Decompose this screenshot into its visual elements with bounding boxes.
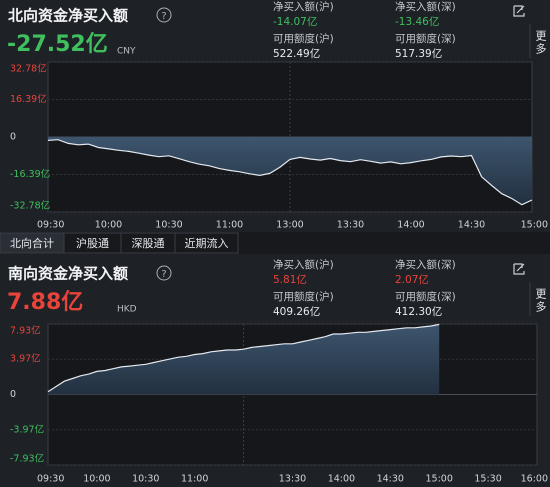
stat-label: 可用额度(深): [395, 32, 456, 45]
y-tick-label: 16.39亿: [10, 93, 47, 105]
stat-value: 409.26亿: [273, 305, 320, 318]
x-tick-label: 13:30: [279, 474, 306, 485]
help-mark: ?: [161, 11, 166, 22]
stat-label: 净买入额(深): [395, 0, 456, 13]
x-tick-label: 14:30: [458, 220, 485, 231]
x-tick-label: 09:30: [37, 220, 64, 231]
panel-title: 北向资金净买入额: [8, 7, 128, 25]
stat-value: -14.07亿: [273, 15, 317, 28]
x-tick-label: 14:30: [377, 474, 404, 485]
tab-label[interactable]: 北向合计: [10, 236, 54, 250]
x-tick-label: 15:30: [474, 474, 501, 485]
stat-label: 可用额度(深): [395, 290, 456, 303]
share-icon[interactable]: [513, 263, 525, 275]
y-tick-label: 7.93亿: [10, 325, 41, 337]
y-tick-label: -3.97亿: [10, 423, 44, 435]
more-button[interactable]: 更多: [534, 30, 547, 56]
tab-label[interactable]: 深股通: [132, 237, 165, 250]
stat-label: 净买入额(深): [395, 258, 456, 271]
y-tick-label: 0: [10, 389, 16, 400]
panel-title: 南向资金净买入额: [8, 265, 128, 283]
stat-label: 可用额度(沪): [273, 290, 334, 303]
share-icon[interactable]: [513, 5, 525, 17]
help-icon[interactable]: [156, 7, 172, 23]
x-tick-label: 15:00: [426, 474, 453, 485]
stat-value: 522.49亿: [273, 47, 320, 60]
y-tick-label: 0: [10, 132, 16, 143]
x-tick-label: 11:00: [181, 474, 208, 485]
x-tick-label: 09:30: [37, 474, 64, 485]
x-tick-label: 15:00: [521, 220, 548, 231]
y-tick-label: -16.39亿: [10, 168, 50, 180]
headline-value: 7.88亿: [7, 290, 83, 315]
x-tick-label: 10:00: [95, 220, 122, 231]
area-fill: [48, 324, 440, 395]
x-tick-label: 13:00: [276, 220, 303, 231]
currency: CNY: [117, 47, 136, 57]
x-tick-label: 16:00: [521, 474, 548, 485]
help-mark: ?: [161, 269, 166, 280]
x-tick-label: 10:30: [155, 220, 182, 231]
currency: HKD: [117, 305, 137, 315]
tab-label[interactable]: 沪股通: [76, 236, 109, 250]
x-tick-label: 10:00: [83, 474, 110, 485]
stat-value: -13.46亿: [395, 15, 439, 28]
x-tick-label: 14:00: [397, 220, 424, 231]
y-tick-label: 32.78亿: [10, 63, 47, 75]
tab-button[interactable]: [174, 232, 239, 254]
x-tick-label: 10:30: [132, 474, 159, 485]
y-tick-label: -7.93亿: [10, 453, 44, 465]
stat-value: 412.30亿: [395, 305, 442, 318]
x-tick-label: 14:00: [328, 474, 355, 485]
more-button[interactable]: 更多: [534, 288, 547, 314]
stat-label: 可用额度(沪): [273, 32, 334, 45]
line: [47, 323, 440, 393]
stat-value: 2.07亿: [395, 273, 429, 286]
help-icon[interactable]: [156, 265, 172, 281]
x-tick-label: 13:30: [337, 220, 364, 231]
headline-value: -27.52亿: [7, 32, 108, 57]
line: [47, 139, 533, 206]
stat-value: 5.81亿: [273, 273, 307, 286]
area-fill: [48, 137, 532, 205]
y-tick-label: -32.78亿: [10, 200, 50, 212]
tab-label[interactable]: 近期流入: [185, 236, 229, 250]
stat-label: 净买入额(沪): [273, 258, 334, 271]
stat-label: 净买入额(沪): [273, 0, 334, 13]
x-tick-label: 11:00: [216, 220, 243, 231]
stat-value: 517.39亿: [395, 47, 442, 60]
y-tick-label: 3.97亿: [10, 353, 41, 365]
